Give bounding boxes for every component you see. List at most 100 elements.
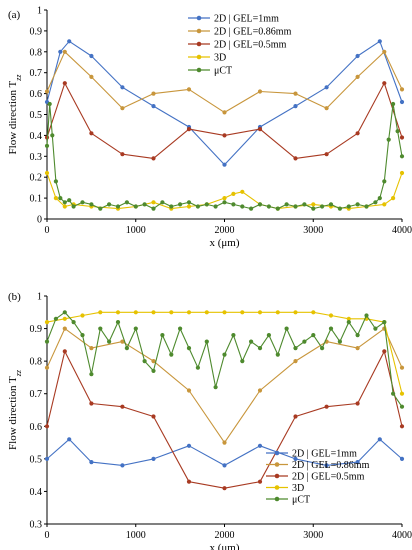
data-point — [160, 200, 165, 205]
data-point — [346, 204, 351, 209]
data-point — [120, 463, 125, 468]
data-point — [311, 202, 316, 207]
data-point — [151, 91, 156, 96]
data-point — [382, 202, 387, 207]
data-point — [213, 385, 218, 390]
data-point — [284, 202, 289, 207]
data-point — [120, 106, 125, 111]
data-point — [293, 91, 298, 96]
data-point — [133, 326, 138, 331]
x-tick-label: 1000 — [126, 225, 146, 236]
data-point — [257, 202, 263, 207]
data-point — [355, 74, 360, 79]
data-point — [89, 202, 94, 207]
x-axis-label: x (μm) — [209, 237, 239, 249]
data-point — [284, 326, 289, 331]
data-point — [124, 346, 129, 351]
data-point — [120, 85, 125, 90]
data-point — [222, 310, 227, 315]
data-point — [44, 89, 50, 94]
y-axis-label-subscript: zz — [14, 74, 23, 82]
data-point — [222, 196, 227, 201]
legend-swatch-marker — [196, 54, 202, 60]
data-point — [382, 349, 387, 354]
data-point — [324, 152, 329, 157]
data-point — [80, 333, 85, 338]
data-point — [115, 204, 121, 209]
data-point — [222, 200, 227, 205]
data-point — [204, 310, 209, 315]
legend: 2D | GEL=1mm 2D | GEL=0.86mm 2D | GEL=0.5m… — [188, 14, 292, 77]
legend-entry: 2D | GEL=1mm — [214, 14, 279, 25]
data-point — [399, 99, 405, 105]
data-point — [186, 388, 192, 393]
legend-entry: 2D | GEL=0.5mm — [214, 40, 287, 51]
data-point — [249, 339, 254, 344]
y-tick-label: 0.9 — [30, 26, 43, 37]
data-point — [391, 196, 396, 201]
data-point — [266, 204, 271, 209]
data-point — [47, 101, 52, 107]
data-point — [151, 414, 156, 419]
legend-swatch-marker — [196, 41, 202, 47]
y-tick-label: 0 — [37, 215, 42, 226]
data-point — [257, 388, 263, 393]
legend-swatch-marker — [274, 450, 280, 456]
data-point — [355, 333, 360, 338]
data-point — [89, 74, 94, 79]
data-point — [178, 326, 183, 331]
data-point — [373, 326, 378, 331]
x-tick-label: 3000 — [303, 530, 323, 541]
data-point — [151, 156, 156, 161]
data-point — [115, 310, 121, 315]
y-tick-label: 0.6 — [30, 422, 43, 433]
data-point — [222, 440, 227, 445]
data-point — [71, 320, 76, 325]
x-tick-label: 0 — [45, 530, 50, 541]
data-point — [58, 49, 63, 54]
data-point — [142, 359, 147, 364]
data-point — [120, 152, 125, 157]
data-point — [186, 200, 192, 205]
legend-swatch-marker — [274, 473, 280, 479]
data-point — [377, 196, 382, 201]
data-point — [169, 352, 174, 357]
data-point — [328, 313, 334, 318]
data-point — [311, 333, 316, 338]
data-point — [231, 191, 236, 196]
y-tick-label: 1 — [37, 292, 42, 303]
data-point — [257, 310, 263, 315]
data-point — [222, 486, 227, 491]
y-tick-label: 0.5 — [30, 110, 43, 121]
legend-entry: 2D | GEL=0.86mm — [214, 27, 292, 38]
series-line — [46, 82, 403, 159]
data-point — [89, 372, 94, 377]
data-point — [257, 479, 263, 484]
data-point — [320, 346, 325, 351]
data-point — [373, 200, 378, 205]
legend-entry: μCT — [292, 495, 310, 506]
data-point — [382, 49, 387, 54]
legend-entry: μCT — [214, 66, 232, 77]
data-point — [399, 87, 405, 92]
x-tick-label: 2000 — [215, 225, 235, 236]
data-point — [186, 479, 192, 484]
series-line — [46, 103, 403, 210]
legend-swatch-marker — [196, 28, 202, 34]
data-point — [293, 310, 298, 315]
y-tick-label: 0.8 — [30, 357, 43, 368]
data-point — [382, 81, 387, 86]
data-point — [399, 154, 405, 159]
legend-entry: 2D | GEL=0.5mm — [292, 472, 365, 483]
data-point — [399, 456, 405, 461]
data-point — [275, 310, 280, 315]
data-point — [151, 200, 156, 205]
data-point — [44, 365, 50, 370]
data-point — [355, 53, 360, 59]
y-tick-label: 0.7 — [30, 68, 43, 79]
data-point — [80, 200, 85, 205]
data-point — [62, 326, 67, 331]
series-line — [46, 311, 403, 408]
data-point — [399, 135, 405, 140]
